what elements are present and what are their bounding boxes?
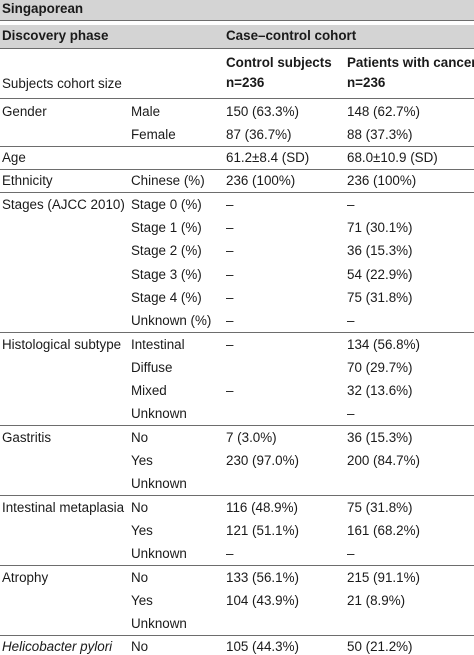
- control-value: 61.2±8.4 (SD): [226, 150, 310, 166]
- patients-value: 134 (56.8%): [347, 336, 420, 352]
- row-subcategory: Chinese (%): [131, 173, 205, 189]
- row-subcategory: Unknown: [131, 546, 187, 562]
- patients-value: –: [347, 406, 355, 422]
- row-subcategory: Stage 0 (%): [131, 196, 202, 212]
- row-subcategory: Stage 4 (%): [131, 289, 202, 305]
- group-label: Intestinal metaplasia: [2, 499, 125, 515]
- control-value: –: [226, 196, 234, 212]
- group-divider: [0, 635, 474, 636]
- group-divider: [0, 495, 474, 496]
- patients-value: 236 (100%): [347, 173, 417, 189]
- patients-value: 68.0±10.9 (SD): [347, 150, 438, 166]
- control-value: 133 (56.1%): [226, 569, 299, 585]
- row-subcategory: Yes: [131, 592, 153, 608]
- control-value: –: [226, 313, 234, 329]
- case-control-label: Case–control cohort: [226, 28, 357, 43]
- row-subcategory: Stage 3 (%): [131, 266, 202, 282]
- row-subcategory: No: [131, 499, 149, 515]
- patients-value: 200 (84.7%): [347, 453, 420, 468]
- control-value: –: [226, 220, 234, 235]
- header-rule: [0, 48, 474, 49]
- group-divider: [0, 169, 474, 170]
- control-n: n=236: [226, 75, 265, 90]
- patients-value: 32 (13.6%): [347, 383, 413, 399]
- control-value: 87 (36.7%): [226, 126, 292, 142]
- row-subcategory: Diffuse: [131, 359, 173, 375]
- group-label: Gender: [2, 103, 47, 119]
- patients-value: 71 (30.1%): [347, 220, 413, 235]
- row-subcategory: Female: [131, 126, 176, 142]
- title-band: [0, 0, 474, 20]
- row-subcategory: No: [131, 569, 149, 585]
- patients-value: 21 (8.9%): [347, 592, 406, 608]
- group-divider: [0, 565, 474, 566]
- subjects-size-label: Subjects cohort size: [2, 76, 122, 91]
- group-divider: [0, 146, 474, 147]
- control-value: –: [226, 289, 234, 305]
- patients-value: 36 (15.3%): [347, 429, 413, 445]
- row-subcategory: Male: [131, 103, 161, 119]
- patients-value: 50 (21.2%): [347, 639, 413, 655]
- row-subcategory: Yes: [131, 453, 153, 468]
- group-label: Ethnicity: [2, 173, 53, 189]
- header-band: [0, 25, 474, 48]
- patients-value: 215 (91.1%): [347, 569, 420, 585]
- patients-value: 75 (31.8%): [347, 499, 413, 515]
- row-subcategory: Mixed: [131, 383, 167, 399]
- patients-value: 75 (31.8%): [347, 289, 413, 305]
- control-value: 121 (51.1%): [226, 522, 299, 538]
- patients-value: 148 (62.7%): [347, 103, 420, 119]
- control-value: 104 (43.9%): [226, 592, 299, 608]
- group-label: Stages (AJCC 2010): [2, 196, 125, 212]
- group-label: Histological subtype: [2, 336, 122, 352]
- table-title: Singaporean: [2, 1, 84, 16]
- patients-value: 36 (15.3%): [347, 243, 413, 259]
- header-bottom-rule: [0, 98, 474, 99]
- control-value: 230 (97.0%): [226, 453, 299, 468]
- row-subcategory: Stage 1 (%): [131, 220, 202, 235]
- control-value: –: [226, 546, 234, 562]
- patients-n: n=236: [347, 75, 386, 90]
- row-subcategory: No: [131, 429, 149, 445]
- control-value: 236 (100%): [226, 173, 296, 189]
- patients-value: –: [347, 313, 355, 329]
- control-value: –: [226, 336, 234, 352]
- row-subcategory: Intestinal: [131, 336, 185, 352]
- group-label: Atrophy: [2, 569, 49, 585]
- row-subcategory: Unknown (%): [131, 313, 212, 329]
- group-divider: [0, 192, 474, 193]
- row-subcategory: Unknown: [131, 406, 187, 422]
- patients-value: 88 (37.3%): [347, 126, 413, 142]
- patients-value: 70 (29.7%): [347, 359, 413, 375]
- control-value: 7 (3.0%): [226, 429, 277, 445]
- row-subcategory: Unknown: [131, 616, 187, 632]
- control-value: 116 (48.9%): [226, 499, 298, 515]
- group-divider: [0, 425, 474, 426]
- row-subcategory: Unknown: [131, 476, 187, 492]
- group-divider: [0, 332, 474, 333]
- title-rule: [0, 20, 474, 21]
- group-label: Gastritis: [2, 429, 52, 445]
- control-header: Control subjects: [226, 55, 332, 70]
- control-value: –: [226, 383, 234, 399]
- control-value: 105 (44.3%): [226, 639, 299, 655]
- group-label: Age: [2, 150, 26, 166]
- control-value: –: [226, 243, 234, 259]
- control-value: 150 (63.3%): [226, 103, 299, 119]
- patients-header: Patients with cancer: [347, 55, 474, 70]
- discovery-phase-label: Discovery phase: [2, 28, 109, 43]
- group-label: Helicobacter pylori: [2, 639, 113, 655]
- patients-value: 161 (68.2%): [347, 522, 420, 538]
- row-subcategory: Yes: [131, 522, 153, 538]
- row-subcategory: Stage 2 (%): [131, 243, 202, 259]
- patients-value: –: [347, 196, 355, 212]
- control-value: –: [226, 266, 234, 282]
- row-subcategory: No: [131, 639, 149, 655]
- patients-value: 54 (22.9%): [347, 266, 413, 282]
- patients-value: –: [347, 546, 355, 562]
